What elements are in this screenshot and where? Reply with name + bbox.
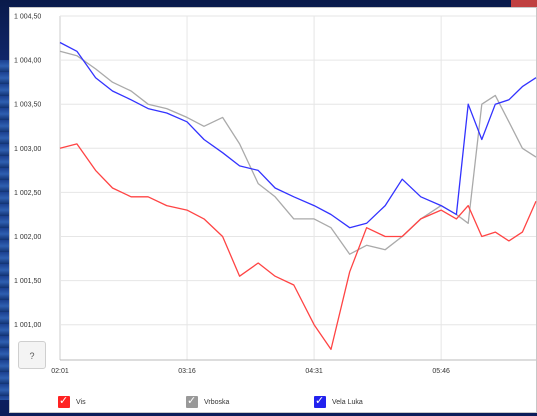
x-tick-label: 02:01 [51,368,69,375]
y-tick-label: 1 002,50 [14,190,41,197]
y-tick-label: 1 004,00 [14,58,41,65]
checkbox-icon[interactable]: ✓ [314,395,326,408]
legend-label: Vrboska [204,398,230,406]
series-line-vis [59,143,537,351]
x-tick-label: 04:31 [305,368,323,375]
chart-panel: 1 001,00 1 001,50 1 002,00 1 002,50 1 003,00… [9,7,537,413]
checkbox-icon[interactable]: ✓ [58,395,70,408]
series-line-vela-luka [59,41,537,229]
y-tick-label: 1 002,00 [14,234,41,241]
series-line-vrboska [59,50,537,255]
x-tick-label: 03:16 [178,368,196,375]
chart-legend: ✓ Vis ✓ Vrboska ✓ Vela Luka [58,393,537,411]
legend-label: Vis [76,398,86,406]
pressure-chart: 1 001,00 1 001,50 1 002,00 1 002,50 1 003,00… [14,14,537,375]
background-corner-image [511,0,537,7]
y-tick-label: 1 001,50 [14,278,41,285]
help-button[interactable]: ? [18,341,46,369]
legend-item-vela-luka[interactable]: ✓ Vela Luka [314,393,363,411]
y-tick-label: 1 004,50 [14,14,41,21]
y-tick-label: 1 003,50 [14,102,41,109]
checkbox-icon[interactable]: ✓ [186,395,198,408]
x-tick-label: 05:46 [432,368,450,375]
legend-label: Vela Luka [332,398,363,406]
background-photo-strip [0,60,10,400]
y-tick-label: 1 001,00 [14,322,41,329]
legend-item-vrboska[interactable]: ✓ Vrboska [186,393,229,411]
y-tick-label: 1 003,00 [14,146,41,153]
legend-item-vis[interactable]: ✓ Vis [58,393,86,411]
